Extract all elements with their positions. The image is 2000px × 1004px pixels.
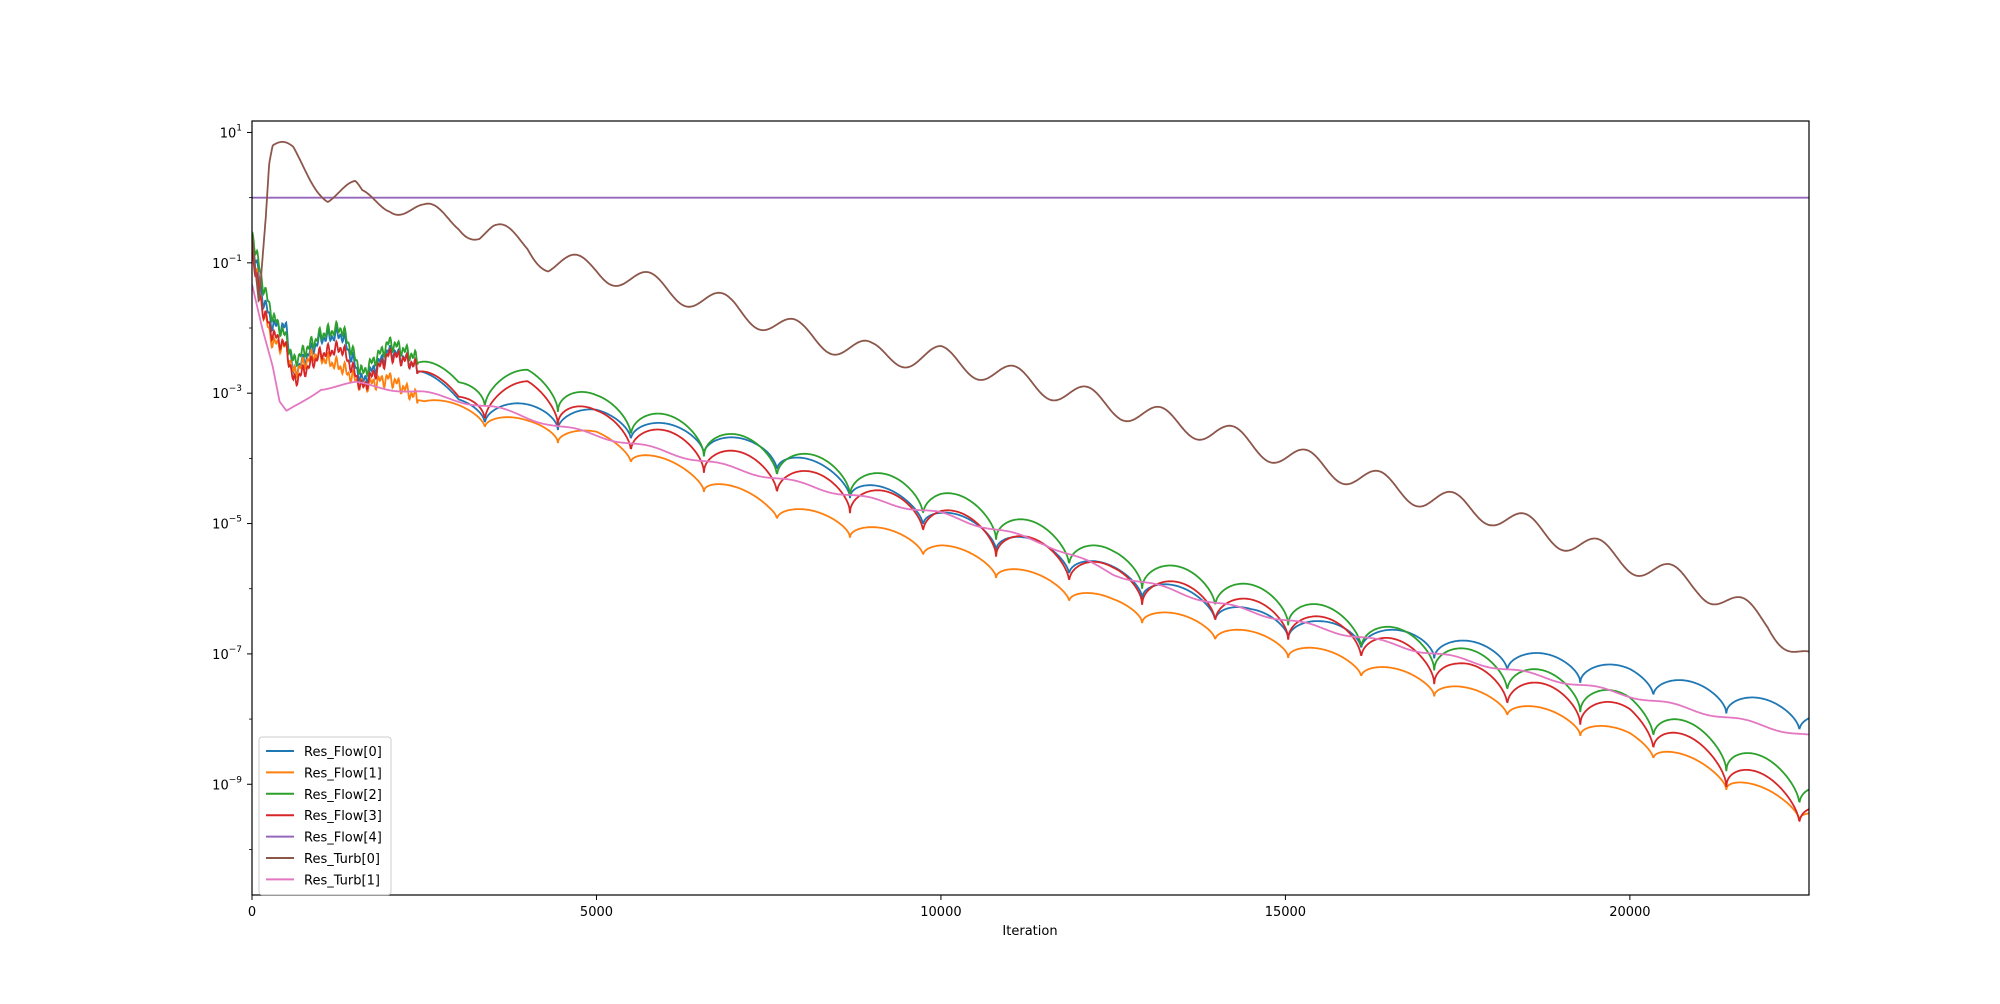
legend: Res_Flow[0] Res_Flow[1] Res_Flow[2] Res_Flo… — [258, 736, 392, 896]
series-line-1 — [252, 242, 1809, 820]
y-tick-label: 10−7 — [212, 645, 242, 663]
series-line-6 — [252, 284, 1809, 736]
legend-label: Res_Flow[0] — [304, 745, 382, 760]
x-tick-label: 5000 — [580, 905, 613, 920]
y-axis: 101 10−1 10−3 10−5 10−7 10−9 — [212, 123, 252, 850]
x-axis-label: Iteration — [1002, 924, 1057, 939]
legend-label: Res_Turb[0] — [304, 852, 380, 867]
series-line-2 — [252, 231, 1809, 803]
legend-label: Res_Flow[1] — [304, 766, 382, 781]
plot-frame — [251, 120, 1810, 896]
series-line-5 — [252, 141, 1809, 653]
y-tick-label: 10−1 — [212, 254, 242, 272]
legend-label: Res_Flow[2] — [304, 788, 382, 803]
legend-label: Res_Turb[1] — [304, 873, 380, 888]
y-tick-label: 101 — [220, 123, 242, 141]
legend-box — [258, 736, 392, 896]
legend-label: Res_Flow[4] — [304, 831, 382, 846]
x-tick-label: 15000 — [1265, 905, 1306, 920]
series-line-0 — [252, 236, 1809, 730]
legend-label: Res_Flow[3] — [304, 809, 382, 824]
x-tick-label: 10000 — [920, 905, 961, 920]
x-tick-label: 20000 — [1609, 905, 1650, 920]
x-axis: 0 5000 10000 15000 20000 — [248, 895, 1651, 920]
y-tick-label: 10−5 — [212, 515, 242, 533]
x-tick-label: 0 — [248, 905, 256, 920]
series-layer — [252, 141, 1809, 823]
series-line-3 — [252, 251, 1809, 823]
y-tick-label: 10−9 — [212, 775, 242, 793]
y-tick-label: 10−3 — [212, 384, 242, 402]
